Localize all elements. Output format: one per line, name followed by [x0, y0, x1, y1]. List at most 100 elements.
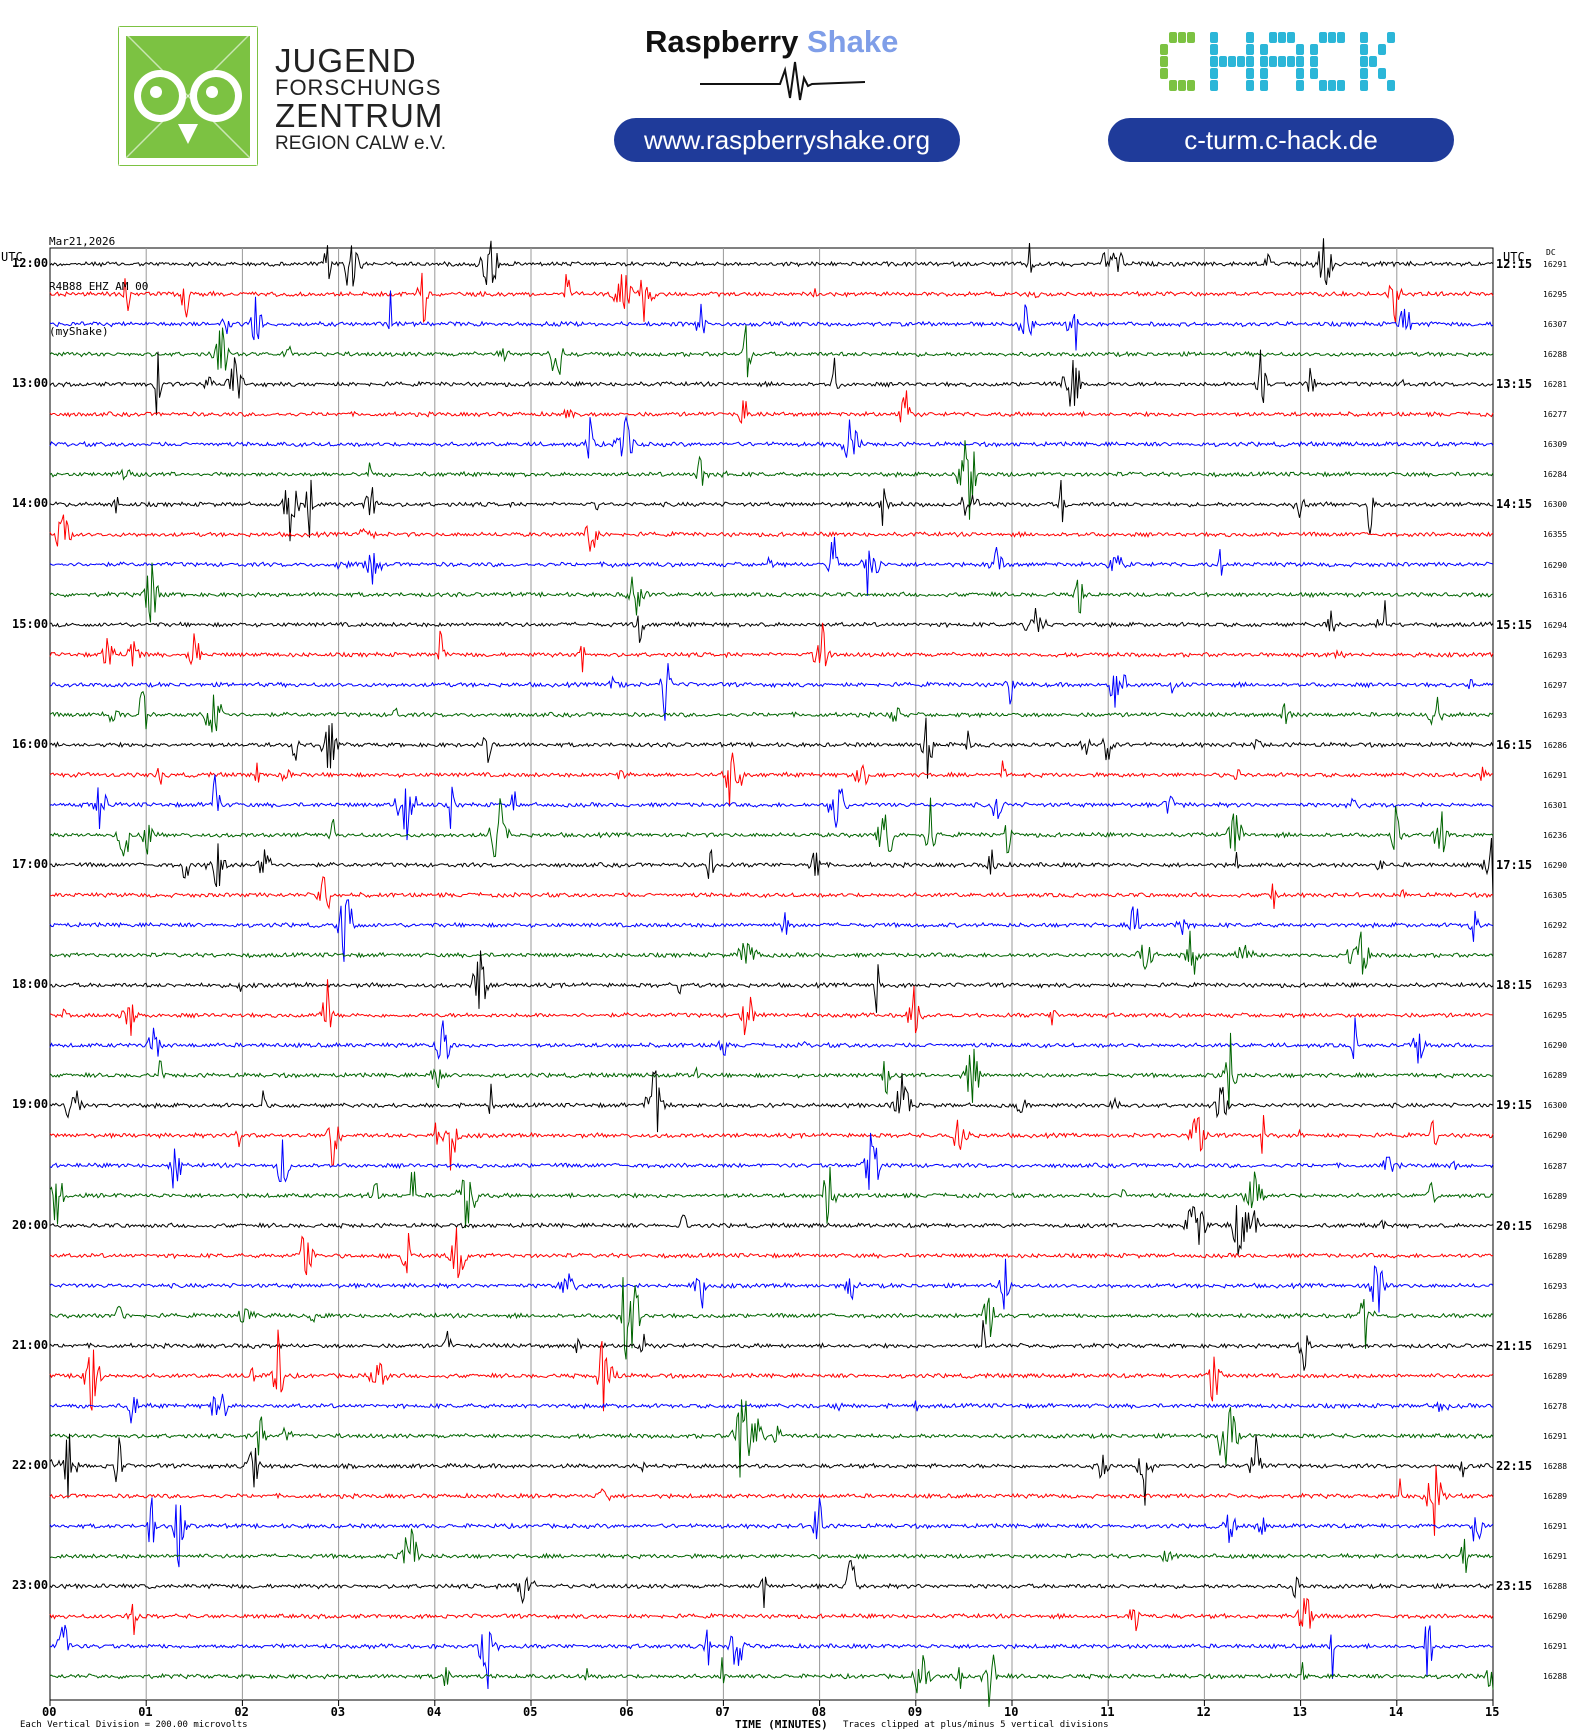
x-axis-ticks [49, 1700, 1494, 1706]
x-tick-label: 09 [907, 1705, 923, 1719]
x-tick-label: 01 [138, 1705, 153, 1719]
dc-value: 16288 [1543, 350, 1568, 360]
left-hour-label: 13:00 [12, 376, 49, 391]
trace-line [49, 663, 1494, 721]
chack-pixel [1319, 80, 1327, 91]
chack-pixel [1328, 32, 1336, 43]
x-tick-label: 02 [234, 1705, 249, 1719]
x-tick-label: 08 [811, 1705, 827, 1719]
raspberryshake-url-link[interactable]: www.raspberryshake.org [614, 118, 960, 162]
dc-value: 16298 [1543, 1221, 1568, 1231]
seismic-traces [49, 238, 1494, 1708]
chack-pixel [1360, 68, 1368, 79]
dc-value: 16290 [1543, 1612, 1568, 1622]
x-tick-label: 00 [42, 1705, 57, 1719]
dc-value: 16290 [1543, 1041, 1568, 1051]
trace-line [49, 1329, 1494, 1412]
trace-line [50, 600, 1494, 643]
dc-value: 16293 [1543, 1281, 1568, 1291]
jfz-logo [117, 25, 430, 167]
dc-value: 16289 [1543, 1251, 1568, 1261]
trace-line [49, 876, 1494, 910]
rs-word1: Raspberry [645, 24, 799, 59]
trace-line [49, 774, 1494, 841]
x-tick-label: 11 [1100, 1705, 1115, 1719]
chack-pixel [1178, 80, 1186, 91]
chack-pixel [1360, 44, 1368, 55]
chack-pixel [1160, 68, 1168, 79]
x-tick-label: 06 [619, 1705, 634, 1719]
x-tick-label: 03 [330, 1705, 346, 1719]
trace-line [49, 1597, 1494, 1636]
dc-value: 16291 [1543, 1431, 1568, 1441]
dc-value: 16286 [1543, 1311, 1568, 1321]
dc-value: 16284 [1543, 470, 1568, 480]
trace-line [49, 1320, 1494, 1371]
x-tick-label: 07 [715, 1705, 730, 1719]
dc-value: 16294 [1543, 620, 1568, 630]
trace-line [49, 290, 1494, 351]
trace-line [49, 1017, 1494, 1064]
trace-line [49, 752, 1494, 807]
chack-pixel [1337, 80, 1345, 91]
trace-line [49, 1132, 1494, 1190]
chack-pixel [1187, 32, 1195, 43]
dc-header: DC [1546, 248, 1556, 257]
chack-pixel [1210, 56, 1218, 67]
left-hour-label: 12:00 [12, 256, 49, 270]
rs-word2: Shake [806, 24, 899, 59]
chack-pixel [1296, 80, 1304, 91]
dc-value: 16309 [1543, 440, 1568, 450]
right-hour-label: 19:15 [1496, 1098, 1533, 1113]
dc-value: 16288 [1543, 1672, 1568, 1682]
chack-pixel [1246, 56, 1254, 67]
left-hour-label: 20:00 [12, 1217, 49, 1232]
chack-pixel [1169, 32, 1177, 43]
dc-value: 16305 [1543, 891, 1568, 901]
dc-value: 16288 [1543, 1462, 1568, 1471]
chack-url-link[interactable]: c-turm.c-hack.de [1108, 118, 1454, 162]
chack-pixel [1378, 44, 1386, 55]
dc-value: 16290 [1543, 861, 1568, 870]
left-hour-label: 14:00 [12, 496, 49, 511]
right-hour-label: 21:15 [1496, 1338, 1533, 1353]
dc-value: 16295 [1543, 290, 1568, 300]
trace-line [49, 1227, 1494, 1279]
dc-value: 16290 [1543, 1131, 1568, 1141]
chack-pixel [1260, 44, 1268, 55]
dc-value: 16287 [1543, 951, 1568, 961]
trace-line [49, 797, 1494, 858]
left-hour-label: 21:00 [12, 1337, 49, 1352]
trace-line [49, 1070, 1494, 1133]
dc-value: 16291 [1543, 1642, 1568, 1652]
left-hour-label: 15:00 [12, 616, 49, 631]
trace-line [49, 1528, 1494, 1573]
trace-line [49, 415, 1494, 459]
trace-line [49, 930, 1494, 975]
trace-line [49, 562, 1494, 623]
trace-line [49, 1433, 1494, 1506]
dc-value: 16291 [1543, 770, 1568, 780]
chack-pixel [1178, 32, 1186, 43]
chack-pixel [1260, 80, 1268, 91]
trace-line [49, 690, 1494, 733]
chack-pixel [1360, 56, 1368, 67]
chack-pixel [1260, 68, 1268, 79]
jfz-line3: ZENTRUM [275, 97, 444, 134]
trace-line [49, 514, 1494, 552]
left-hour-label: 22:00 [12, 1458, 49, 1472]
right-utc-label: UTC [1503, 250, 1525, 264]
trace-line [49, 1465, 1494, 1536]
dc-value: 16289 [1543, 1071, 1568, 1081]
chack-logo [1160, 32, 1395, 91]
trace-line [49, 1624, 1494, 1690]
dc-value: 16300 [1543, 500, 1568, 510]
chack-pixel [1360, 80, 1368, 91]
right-hour-label: 23:15 [1496, 1579, 1533, 1594]
trace-line [49, 324, 1494, 378]
trace-line [49, 390, 1494, 424]
chack-pixel [1160, 56, 1168, 67]
right-hour-label: 17:15 [1496, 858, 1533, 872]
left-hour-label: 16:00 [12, 736, 49, 751]
